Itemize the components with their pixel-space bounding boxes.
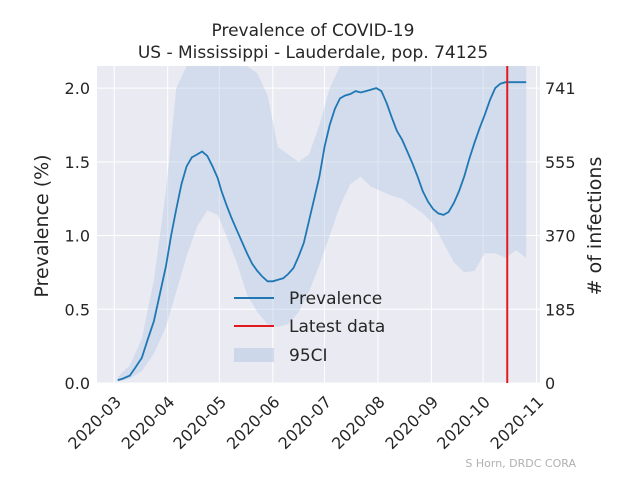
x-tick-label: 2020-07: [275, 392, 336, 453]
x-tick-label: 2020-03: [64, 392, 125, 453]
plot-area: [97, 66, 540, 383]
legend-ci-swatch: [234, 348, 274, 362]
y2-tick-label: 741: [545, 79, 576, 98]
y-tick-label: 0.5: [65, 300, 90, 319]
x-tick-label: 2020-05: [169, 392, 230, 453]
prevalence-line: [117, 81, 527, 381]
chart-subtitle: US - Mississippi - Lauderdale, pop. 7412…: [138, 43, 488, 63]
ci-band: [117, 66, 527, 382]
x-tick-label: 2020-11: [487, 392, 548, 453]
y-tick-label: 1.0: [65, 227, 90, 246]
y2-tick-label: 555: [545, 153, 576, 172]
y2-tick-label: 0: [545, 374, 555, 393]
y-tick-label: 0.0: [65, 374, 90, 393]
x-tick-label: 2020-06: [223, 392, 284, 453]
x-tick-label: 2020-10: [433, 392, 494, 453]
y2-axis-label: # of infections: [584, 157, 606, 296]
y-tick-labels: 0.0 0.5 1.0 1.5 2.0: [65, 79, 90, 393]
x-tick-label: 2020-04: [118, 392, 179, 453]
x-tick-labels: 2020-032020-042020-052020-062020-072020-…: [64, 392, 547, 453]
legend-prevalence: Prevalence: [289, 289, 382, 309]
credit-text: S Horn, DRDC CORA: [465, 457, 576, 470]
y-axis-label: Prevalence (%): [31, 154, 53, 297]
y2-tick-labels: 0 185 370 555 741: [545, 79, 576, 393]
x-tick-label: 2020-08: [328, 392, 389, 453]
x-tick-label: 2020-09: [381, 392, 442, 453]
legend-latest-data: Latest data: [289, 317, 385, 337]
y-tick-label: 1.5: [65, 153, 90, 172]
legend-95ci: 95CI: [289, 346, 328, 366]
y2-tick-label: 370: [545, 227, 576, 246]
chart-title: Prevalence of COVID-19: [212, 21, 415, 41]
y-tick-label: 2.0: [65, 79, 90, 98]
legend: Prevalence Latest data 95CI: [234, 289, 385, 366]
y2-tick-label: 185: [545, 300, 576, 319]
